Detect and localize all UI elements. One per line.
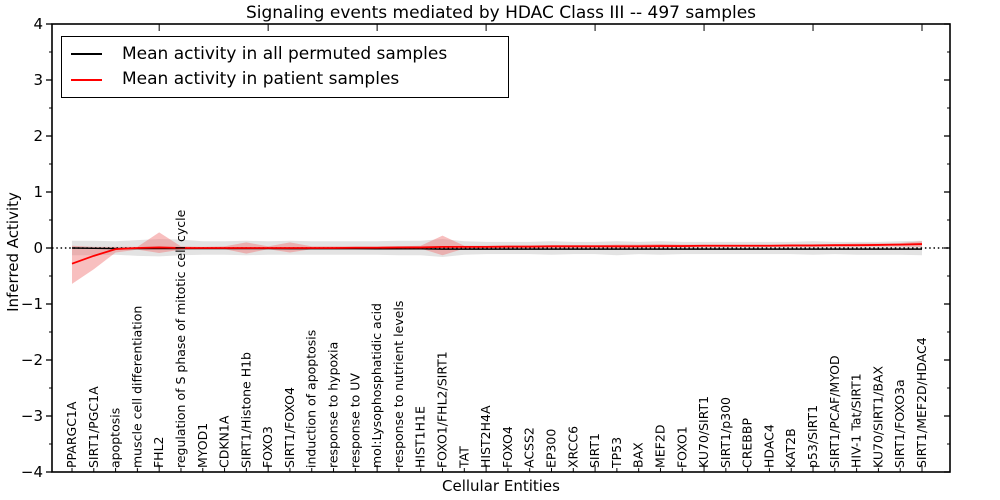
x-category-label: response to UV [347, 373, 362, 468]
legend-item-patient: Mean activity in patient samples [71, 71, 508, 88]
x-category-label: SIRT1/p300 [718, 397, 733, 468]
x-category-label: p53/SIRT1 [805, 405, 820, 468]
x-axis-label: Cellular Entities [442, 477, 560, 495]
x-category-label: response to hypoxia [326, 342, 341, 468]
x-category-label: ACSS2 [522, 427, 537, 468]
x-category-label: MYOD1 [195, 423, 210, 468]
x-category-label: FOXO1/FHL2/SIRT1 [435, 351, 450, 468]
x-category-label: apoptosis [108, 408, 123, 468]
x-category-label: FOXO1 [674, 426, 689, 468]
x-category-label: mol:Lysophosphatidic acid [369, 303, 384, 468]
x-category-label: CDKN1A [217, 415, 232, 468]
x-category-label: CREBBP [740, 418, 755, 468]
x-category-label: regulation of S phase of mitotic cell cy… [173, 209, 188, 468]
x-category-label: muscle cell differentiation [129, 306, 144, 468]
x-category-label: KU70/SIRT1/BAX [870, 366, 885, 468]
y-tick-label: 0 [33, 239, 43, 257]
legend-label-permuted: Mean activity in all permuted samples [122, 43, 448, 64]
x-category-label: SIRT1/PGC1A [86, 386, 101, 468]
x-category-label: SIRT1/FOXO4 [282, 387, 297, 468]
x-category-label: SIRT1/PCAF/MYOD [827, 355, 842, 468]
x-category-label: EP300 [543, 429, 558, 468]
legend: Mean activity in all permuted samples Me… [61, 36, 509, 98]
y-tick-label: −4 [21, 463, 43, 481]
x-category-label: HIV-1 Tat/SIRT1 [849, 373, 864, 468]
x-category-label: induction of apoptosis [304, 330, 319, 468]
permuted-band [72, 239, 922, 257]
x-category-label: FOXO3 [260, 426, 275, 468]
y-tick-label: 1 [33, 183, 43, 201]
x-category-label: PPARGC1A [64, 401, 79, 468]
x-category-label: SIRT1/MEF2D/HDAC4 [914, 337, 929, 468]
x-category-label: TAT [456, 446, 471, 469]
legend-item-permuted: Mean activity in all permuted samples [71, 43, 508, 64]
x-category-label: SIRT1/FOXO3a [892, 379, 907, 468]
patient-line-swatch-icon [71, 78, 102, 81]
x-category-label: HIST2H4A [478, 405, 493, 468]
x-category-label: SIRT1/Histone H1b [238, 352, 253, 468]
x-category-label: KAT2B [783, 428, 798, 468]
y-tick-label: 4 [33, 15, 43, 33]
y-tick-label: 2 [33, 127, 43, 145]
patient-band [72, 232, 922, 284]
legend-label-patient: Mean activity in patient samples [122, 69, 400, 90]
x-category-label: BAX [631, 442, 646, 468]
y-tick-label: 3 [33, 71, 43, 89]
y-tick-label: −2 [21, 351, 43, 369]
x-category-label: FHL2 [151, 436, 166, 468]
x-category-label: HDAC4 [761, 424, 776, 468]
y-axis-label: Inferred Activity [4, 192, 22, 312]
y-tick-label: −3 [21, 407, 43, 425]
x-category-label: XRCC6 [565, 426, 580, 468]
chart-title: Signaling events mediated by HDAC Class … [245, 3, 757, 23]
x-category-label: KU70/SIRT1 [696, 396, 711, 468]
x-category-label: MEF2D [652, 425, 667, 468]
y-tick-label: −1 [21, 295, 43, 313]
x-category-label: FOXO4 [500, 426, 515, 468]
permuted-line-swatch-icon [71, 53, 102, 56]
x-category-label: HIST1H1E [413, 406, 428, 468]
x-category-label: response to nutrient levels [391, 301, 406, 468]
x-category-label: SIRT1 [587, 433, 602, 468]
x-category-label: TP53 [609, 437, 624, 469]
patient-mean-line [71, 243, 923, 265]
